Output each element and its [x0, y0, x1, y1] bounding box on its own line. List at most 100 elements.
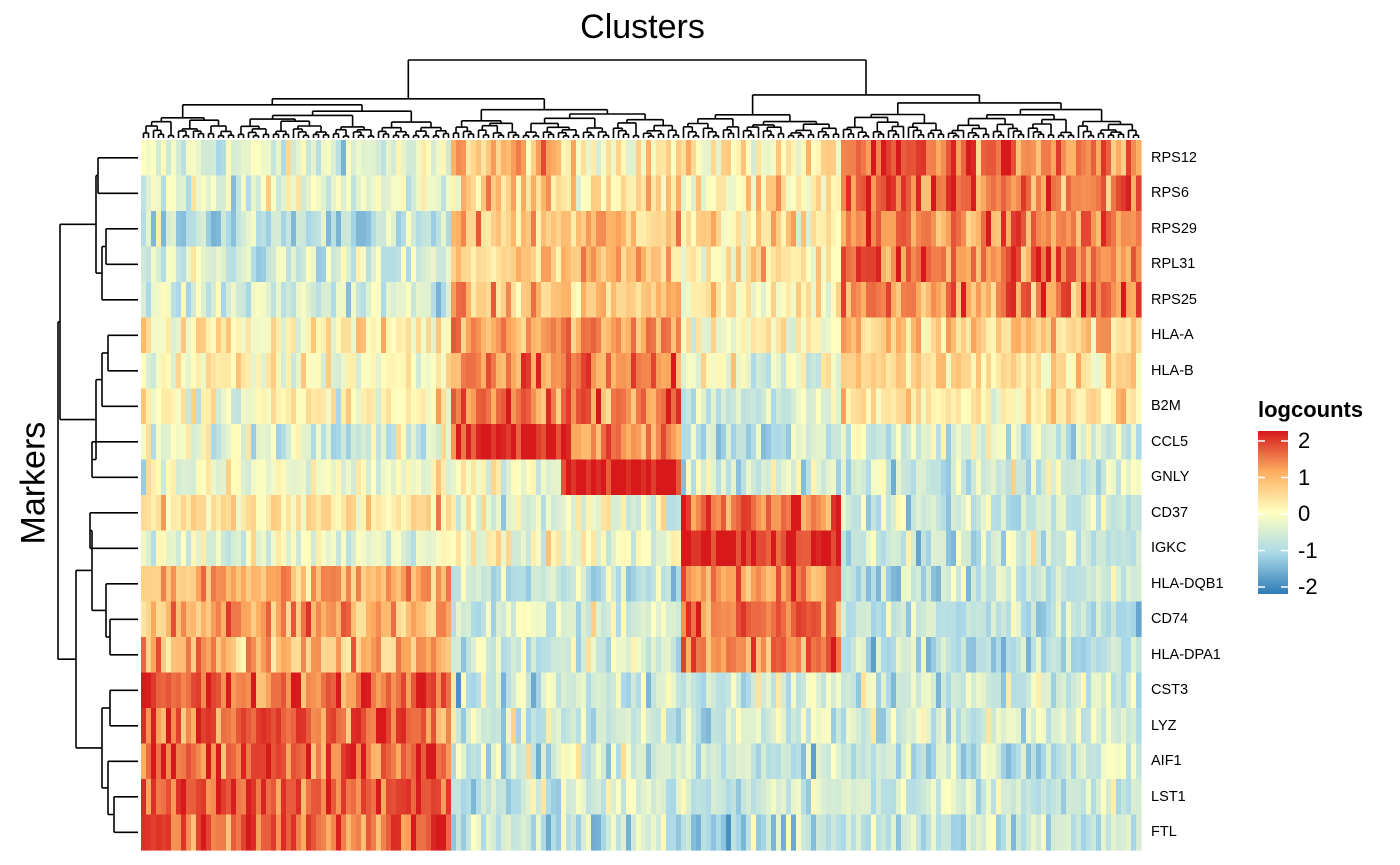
heatmap-cell [981, 317, 987, 354]
heatmap-cell [551, 282, 557, 319]
heatmap-cell [441, 566, 447, 603]
heatmap-cell [286, 672, 292, 709]
heatmap-cell [1116, 353, 1122, 390]
heatmap-cell [836, 495, 842, 532]
heatmap-cell [281, 672, 287, 709]
heatmap-cell [181, 211, 187, 248]
heatmap-cell [566, 743, 572, 780]
heatmap-cell [291, 353, 297, 390]
heatmap-cell [301, 708, 307, 745]
heatmap-cell [941, 424, 947, 461]
heatmap-cell [891, 424, 897, 461]
heatmap-cell [736, 317, 742, 354]
heatmap-cell [926, 246, 932, 283]
heatmap-cell [726, 353, 732, 390]
heatmap-cell [556, 246, 562, 283]
heatmap-cell [1051, 814, 1057, 851]
heatmap-cell [221, 175, 227, 212]
heatmap-cell [336, 637, 342, 674]
heatmap-cell [776, 708, 782, 745]
heatmap-cell [291, 637, 297, 674]
heatmap-cell [511, 211, 517, 248]
heatmap-cell [156, 495, 162, 532]
heatmap-cell [386, 317, 392, 354]
heatmap-cell [856, 353, 862, 390]
heatmap-cell [241, 211, 247, 248]
heatmap-cell [491, 814, 497, 851]
heatmap-cell [386, 424, 392, 461]
heatmap-cell [581, 211, 587, 248]
heatmap-cell [791, 495, 797, 532]
heatmap-cell [331, 779, 337, 816]
heatmap-cell [406, 459, 412, 496]
heatmap-cell [656, 708, 662, 745]
heatmap-cell [976, 282, 982, 319]
heatmap-cell [731, 246, 737, 283]
heatmap-cell [876, 637, 882, 674]
heatmap-cell [666, 246, 672, 283]
heatmap-cell [456, 282, 462, 319]
heatmap-cell [291, 779, 297, 816]
heatmap-cell [366, 175, 372, 212]
heatmap-cell [571, 743, 577, 780]
heatmap-cell [521, 566, 527, 603]
heatmap-cell [861, 140, 867, 177]
heatmap-cell [436, 814, 442, 851]
heatmap-cell [1071, 459, 1077, 496]
heatmap-cell [886, 459, 892, 496]
heatmap-cell [346, 140, 352, 177]
heatmap-cell [851, 424, 857, 461]
heatmap-cell [721, 779, 727, 816]
heatmap-cell [616, 140, 622, 177]
heatmap-cell [291, 424, 297, 461]
heatmap-cell [1036, 424, 1042, 461]
heatmap-cell [276, 637, 282, 674]
heatmap-cell [751, 282, 757, 319]
heatmap-cell [306, 495, 312, 532]
heatmap-cell [666, 566, 672, 603]
heatmap-cell [886, 353, 892, 390]
heatmap-cell [1066, 495, 1072, 532]
heatmap-cell [911, 779, 917, 816]
heatmap-cell [336, 601, 342, 638]
heatmap-cell [156, 424, 162, 461]
heatmap-cell [501, 708, 507, 745]
heatmap-cell [486, 175, 492, 212]
heatmap-cell [756, 743, 762, 780]
heatmap-cell [781, 211, 787, 248]
heatmap-cell [866, 743, 872, 780]
heatmap-cell [336, 672, 342, 709]
heatmap-cell [826, 353, 832, 390]
heatmap-cell [226, 459, 232, 496]
heatmap-cell [186, 353, 192, 390]
heatmap-cell [251, 353, 257, 390]
heatmap-cell [926, 140, 932, 177]
row-label: GNLY [1151, 469, 1190, 486]
heatmap-cell [191, 175, 197, 212]
heatmap-cell [536, 743, 542, 780]
heatmap-cell [226, 211, 232, 248]
heatmap-cell [236, 814, 242, 851]
heatmap-cell [236, 424, 242, 461]
heatmap-cell [296, 282, 302, 319]
heatmap-cell [646, 779, 652, 816]
heatmap-cell [266, 459, 272, 496]
heatmap-cell [486, 779, 492, 816]
heatmap-cell [426, 637, 432, 674]
heatmap-cell [596, 388, 602, 425]
heatmap-cell [1111, 743, 1117, 780]
heatmap-cell [201, 282, 207, 319]
heatmap-cell [901, 424, 907, 461]
heatmap-cell [1086, 388, 1092, 425]
heatmap-cell [581, 317, 587, 354]
heatmap-cell [496, 175, 502, 212]
heatmap-cell [706, 601, 712, 638]
heatmap-cell [1011, 672, 1017, 709]
heatmap-cell [206, 601, 212, 638]
heatmap-cell [1041, 814, 1047, 851]
heatmap-cell [686, 530, 692, 567]
heatmap-cell [1041, 459, 1047, 496]
heatmap-cell [1071, 601, 1077, 638]
heatmap-cell [741, 282, 747, 319]
heatmap-cell [691, 175, 697, 212]
